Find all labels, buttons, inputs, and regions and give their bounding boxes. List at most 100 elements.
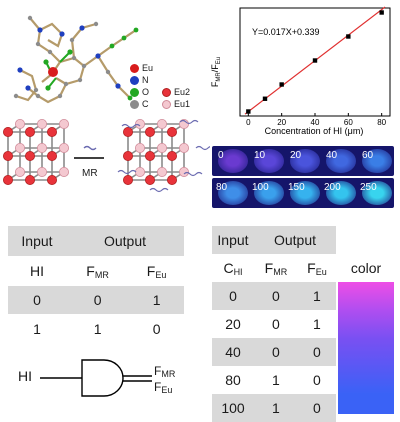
column-fmr-main: F <box>264 259 274 276</box>
mr-dye-icon <box>195 145 210 151</box>
gate-output-bottom-sub: Eu <box>161 385 173 395</box>
table-header-row: Input Output <box>212 226 336 254</box>
cell: 1 <box>129 286 184 314</box>
well <box>290 149 320 173</box>
legend-label: C <box>142 99 149 109</box>
x-tick-label: 0 <box>246 118 251 127</box>
eu2-node <box>123 151 134 162</box>
legend-label: Eu1 <box>174 99 191 109</box>
cell: 0 <box>297 338 336 366</box>
column-feu-main: F <box>146 262 156 279</box>
cell: 0 <box>254 338 298 366</box>
eu2-node <box>3 126 13 137</box>
data-point <box>262 96 268 101</box>
column-feu-sub: Eu <box>155 269 167 280</box>
column-feu: FEu <box>298 254 336 282</box>
legend-item-eu2: Eu2 <box>162 86 202 98</box>
well <box>326 181 356 205</box>
mr-dye-icon <box>83 145 97 151</box>
color-swatch <box>338 366 394 394</box>
data-point <box>379 10 384 15</box>
x-tick-label: 40 <box>311 118 320 127</box>
table-row: 20 0 1 <box>212 310 336 338</box>
column-chi-sub: HI <box>233 266 243 277</box>
chart: 0 20 40 60 80 Y=0.017X+0.339 Concentration o… <box>210 6 391 136</box>
x-tick-label: 80 <box>377 118 386 127</box>
cell: 1 <box>93 321 102 337</box>
well-label: 20 <box>290 150 302 161</box>
cell: 1 <box>297 282 336 310</box>
framework-after <box>123 119 189 186</box>
data-point <box>246 109 251 114</box>
eu2-marker <box>162 87 171 97</box>
legend-label: Eu2 <box>174 87 191 97</box>
legend-item-eu: Eu <box>130 62 170 74</box>
cell: 1 <box>313 316 321 332</box>
cell: 0 <box>66 286 130 314</box>
eu2-node <box>123 126 134 137</box>
legend-item-c: C <box>130 98 170 110</box>
column-feu-main: F <box>307 259 316 276</box>
cell: 0 <box>212 282 254 310</box>
europium-atom <box>48 67 58 77</box>
well <box>218 149 248 173</box>
y-axis-label-sub1: MR <box>216 72 222 82</box>
cell: 100 <box>212 394 254 422</box>
table-row: 80 1 0 <box>212 366 336 394</box>
gate-output-top: FMR <box>154 364 175 379</box>
eu2-node <box>24 175 35 186</box>
cell: 1 <box>272 372 280 388</box>
x-tick-label: 60 <box>344 118 353 127</box>
table-column-row: HI FMR FEu <box>8 256 184 286</box>
table-row: 100 1 0 <box>212 394 336 422</box>
cell: 0 <box>313 372 321 388</box>
well-label: 10 <box>254 150 266 161</box>
header-input: Input <box>8 226 66 256</box>
y-axis-label: FMR/FEu <box>210 57 222 87</box>
table-column-row: CHI FMR FEu <box>212 254 336 282</box>
eu1-node <box>134 119 145 129</box>
color-swatch <box>338 310 394 338</box>
eu2-node <box>24 126 35 137</box>
eu2-node <box>144 126 155 137</box>
well <box>362 181 392 205</box>
eu2-node <box>166 151 177 162</box>
eu2-node <box>47 151 58 162</box>
eu2-node <box>144 151 155 162</box>
well <box>290 181 320 205</box>
cell: 0 <box>254 282 298 310</box>
mr-dye-icon <box>183 171 203 177</box>
well <box>362 149 392 173</box>
column-fmr-sub: MR <box>94 269 109 280</box>
column-feu-sub: Eu <box>315 266 327 277</box>
gate-output-bottom: FEu <box>154 380 172 395</box>
legend-item-o: O <box>130 86 170 98</box>
eu1-node <box>14 119 25 129</box>
well-label: 250 <box>360 182 377 193</box>
eu1-node <box>156 119 167 129</box>
atoms <box>13 15 139 101</box>
mr-dye-icon <box>179 119 199 125</box>
mr-dye-icon <box>121 123 141 129</box>
well <box>254 149 284 173</box>
logic-gate-diagram <box>40 359 152 397</box>
legend-label: O <box>142 87 150 97</box>
eu2-node <box>144 175 155 186</box>
color-swatch <box>338 394 394 414</box>
y-axis-label-sub2: Eu <box>216 57 222 64</box>
legend-item-eu1: Eu1 <box>162 98 202 110</box>
well-label: 80 <box>216 182 228 193</box>
eu1-node <box>156 167 167 178</box>
eu2-node <box>123 175 134 186</box>
cell: 0 <box>272 316 280 332</box>
column-chi-main: C <box>223 259 234 276</box>
eu2-node <box>166 126 177 137</box>
photo-strip-2: 80 100 150 200 250 <box>212 178 394 208</box>
o-marker <box>130 87 139 97</box>
table-row: 40 0 0 <box>212 338 336 366</box>
eu1-node <box>59 167 70 178</box>
well <box>254 181 284 205</box>
well-label: 0 <box>218 150 224 161</box>
legend-label: N <box>142 75 149 85</box>
legend-label: Eu <box>142 63 154 73</box>
